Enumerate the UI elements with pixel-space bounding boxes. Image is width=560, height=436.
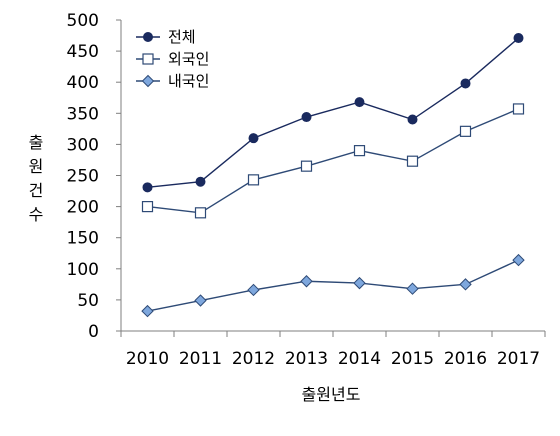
data-point	[141, 201, 154, 213]
data-point	[300, 160, 313, 172]
y-tick-label: 100	[67, 260, 99, 280]
series-line	[147, 37, 519, 189]
y-tick-label: 50	[77, 291, 99, 311]
data-point	[301, 112, 312, 123]
x-tick-label: 2012	[232, 349, 275, 369]
x-tick-label: 2015	[391, 349, 434, 369]
y-tick-labels: 0 50 100 150 200 250 300 350 400 450 500	[67, 11, 99, 342]
legend-label: 전체	[168, 28, 196, 46]
series-2	[141, 253, 525, 318]
data-point	[512, 103, 525, 115]
x-tick-label: 2016	[444, 349, 487, 369]
data-point	[141, 304, 154, 318]
series-line	[147, 108, 519, 214]
x-tick-label: 2013	[285, 349, 328, 369]
data-point	[194, 207, 207, 219]
series-line	[147, 259, 519, 312]
x-tick-labels: 2010 2011 2012 2013 2014 2015 2016 2017	[126, 349, 540, 369]
data-point	[459, 278, 472, 291]
data-point	[459, 125, 472, 137]
data-point	[513, 33, 524, 44]
y-tick-label: 300	[67, 135, 99, 155]
x-tick-label: 2014	[338, 349, 381, 369]
y-tick-label: 350	[67, 104, 99, 124]
data-point	[142, 182, 153, 193]
data-point	[300, 275, 313, 288]
data-point	[195, 176, 206, 187]
x-tick-label: 2010	[126, 349, 169, 369]
y-tick-label: 150	[67, 229, 99, 249]
data-point	[247, 174, 260, 186]
data-point	[407, 114, 418, 125]
legend-marker	[142, 53, 154, 65]
y-tick-label: 400	[67, 73, 99, 93]
y-axis-title-char: 수	[29, 205, 44, 224]
series-0	[142, 33, 524, 193]
data-point	[512, 253, 525, 267]
data-point	[248, 133, 259, 144]
data-point	[353, 145, 366, 157]
data-point	[406, 282, 419, 295]
legend-label: 외국인	[168, 50, 209, 68]
x-axis-title: 출원년도	[302, 385, 361, 404]
y-tick-label: 0	[88, 322, 99, 342]
y-tick-label: 200	[67, 198, 99, 218]
y-tick-label: 500	[67, 11, 99, 31]
y-axis-title-char: 건	[29, 181, 44, 200]
y-tick-label: 250	[67, 167, 99, 187]
legend-label: 내국인	[168, 72, 209, 90]
data-point	[406, 155, 419, 167]
data-point	[353, 276, 366, 290]
data-point	[194, 294, 207, 307]
series-1	[141, 103, 525, 219]
data-point	[247, 283, 260, 297]
y-axis-title-char: 출	[29, 133, 44, 152]
legend-marker	[143, 32, 153, 42]
data-point	[354, 97, 365, 108]
chart-axes	[116, 19, 546, 337]
data-point	[460, 78, 471, 89]
y-axis-title-char: 원	[29, 157, 44, 176]
chart-series	[141, 33, 525, 318]
y-tick-label: 450	[67, 42, 99, 62]
x-tick-label: 2017	[497, 349, 540, 369]
legend-marker	[141, 74, 155, 88]
x-tick-label: 2011	[179, 349, 222, 369]
